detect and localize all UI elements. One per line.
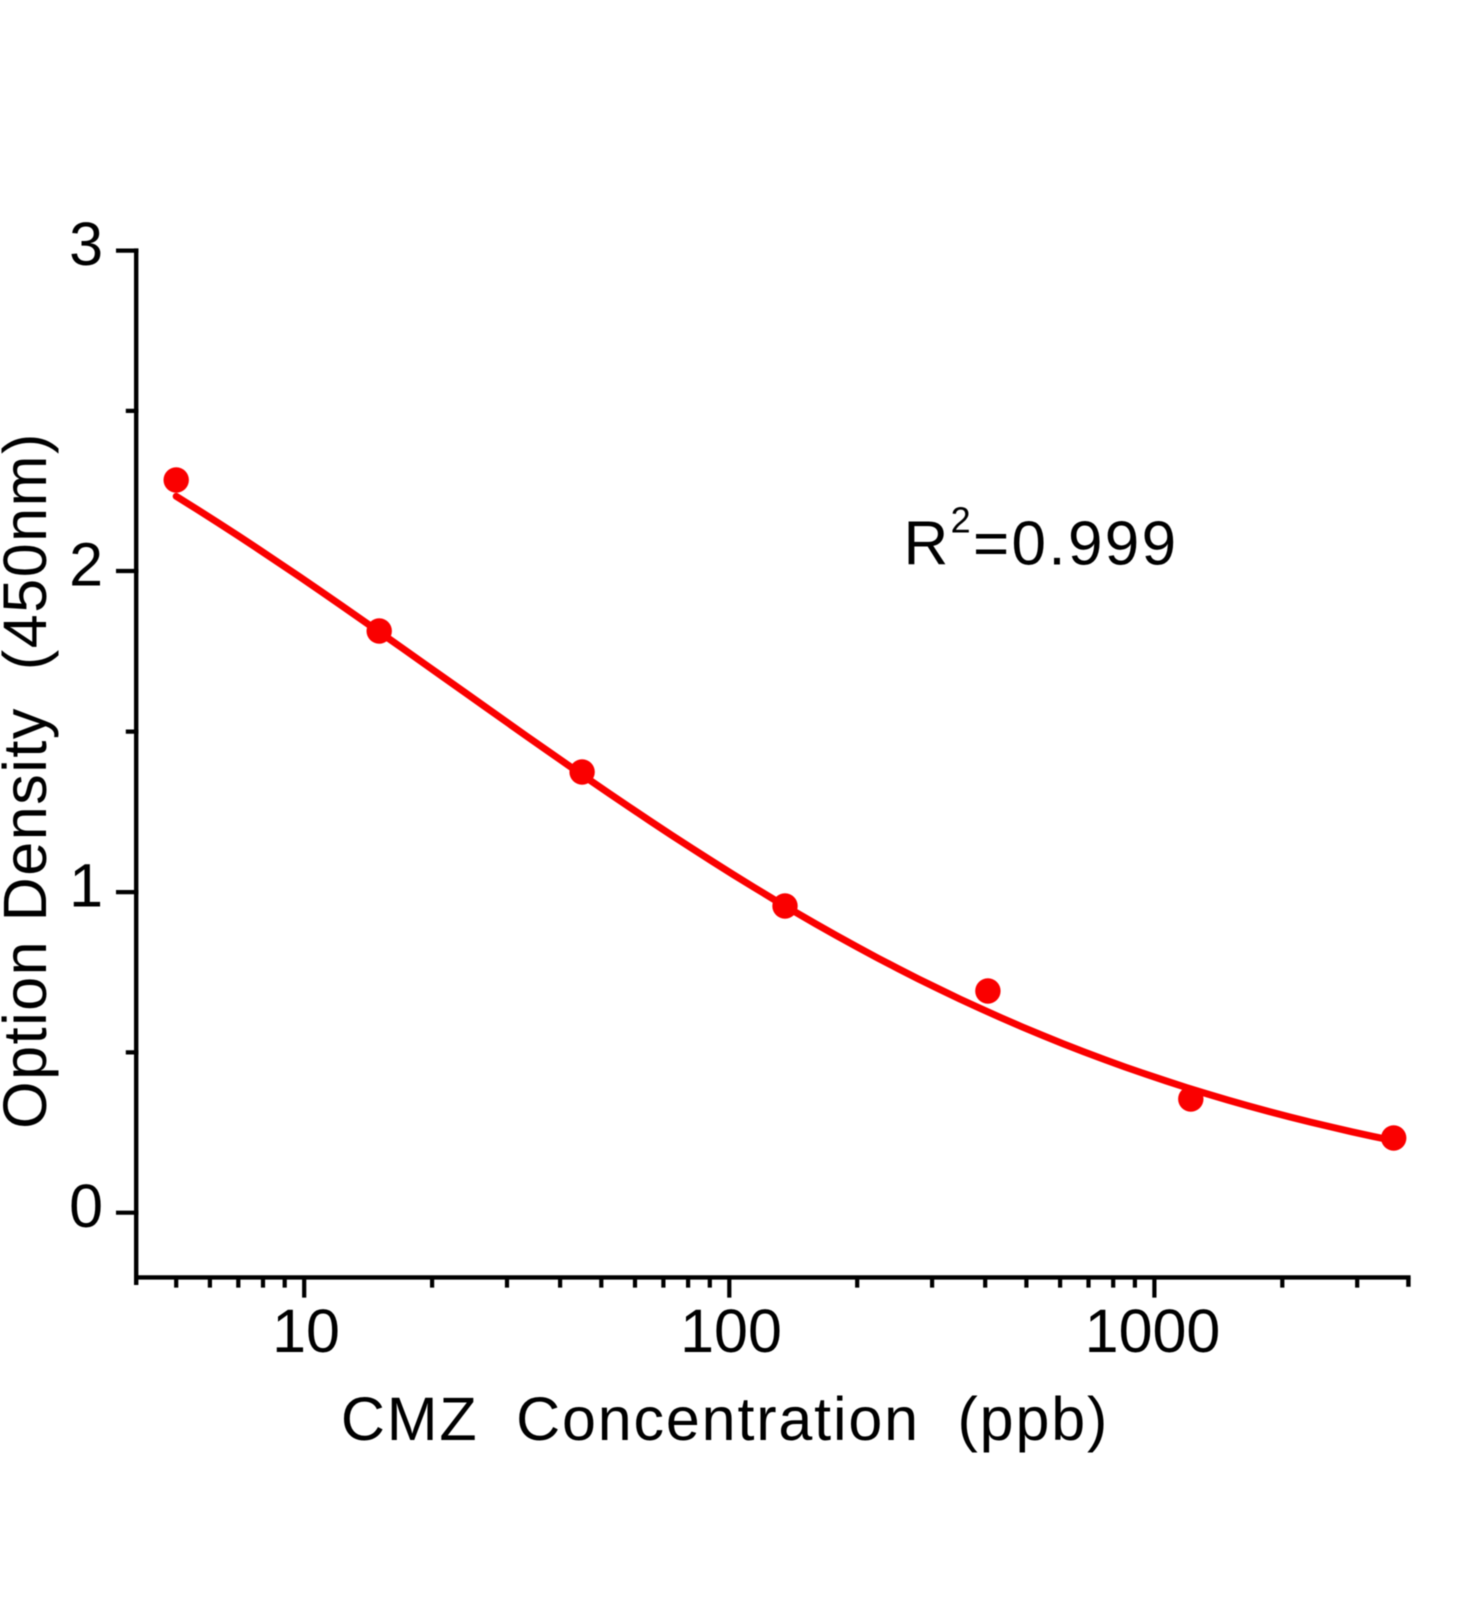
svg-text:10: 10 bbox=[272, 1297, 340, 1365]
svg-text:100: 100 bbox=[680, 1297, 782, 1365]
svg-text:2: 2 bbox=[69, 530, 103, 598]
svg-text:1: 1 bbox=[69, 851, 103, 919]
svg-text:Option Density (450nm): Option Density (450nm) bbox=[0, 432, 59, 1129]
svg-text:3: 3 bbox=[69, 210, 103, 278]
svg-text:0: 0 bbox=[69, 1172, 103, 1240]
svg-text:1000: 1000 bbox=[1085, 1297, 1221, 1365]
svg-text:CMZ Concentration (ppb): CMZ Concentration (ppb) bbox=[341, 1385, 1109, 1453]
svg-text:R2=0.999: R2=0.999 bbox=[904, 500, 1179, 579]
